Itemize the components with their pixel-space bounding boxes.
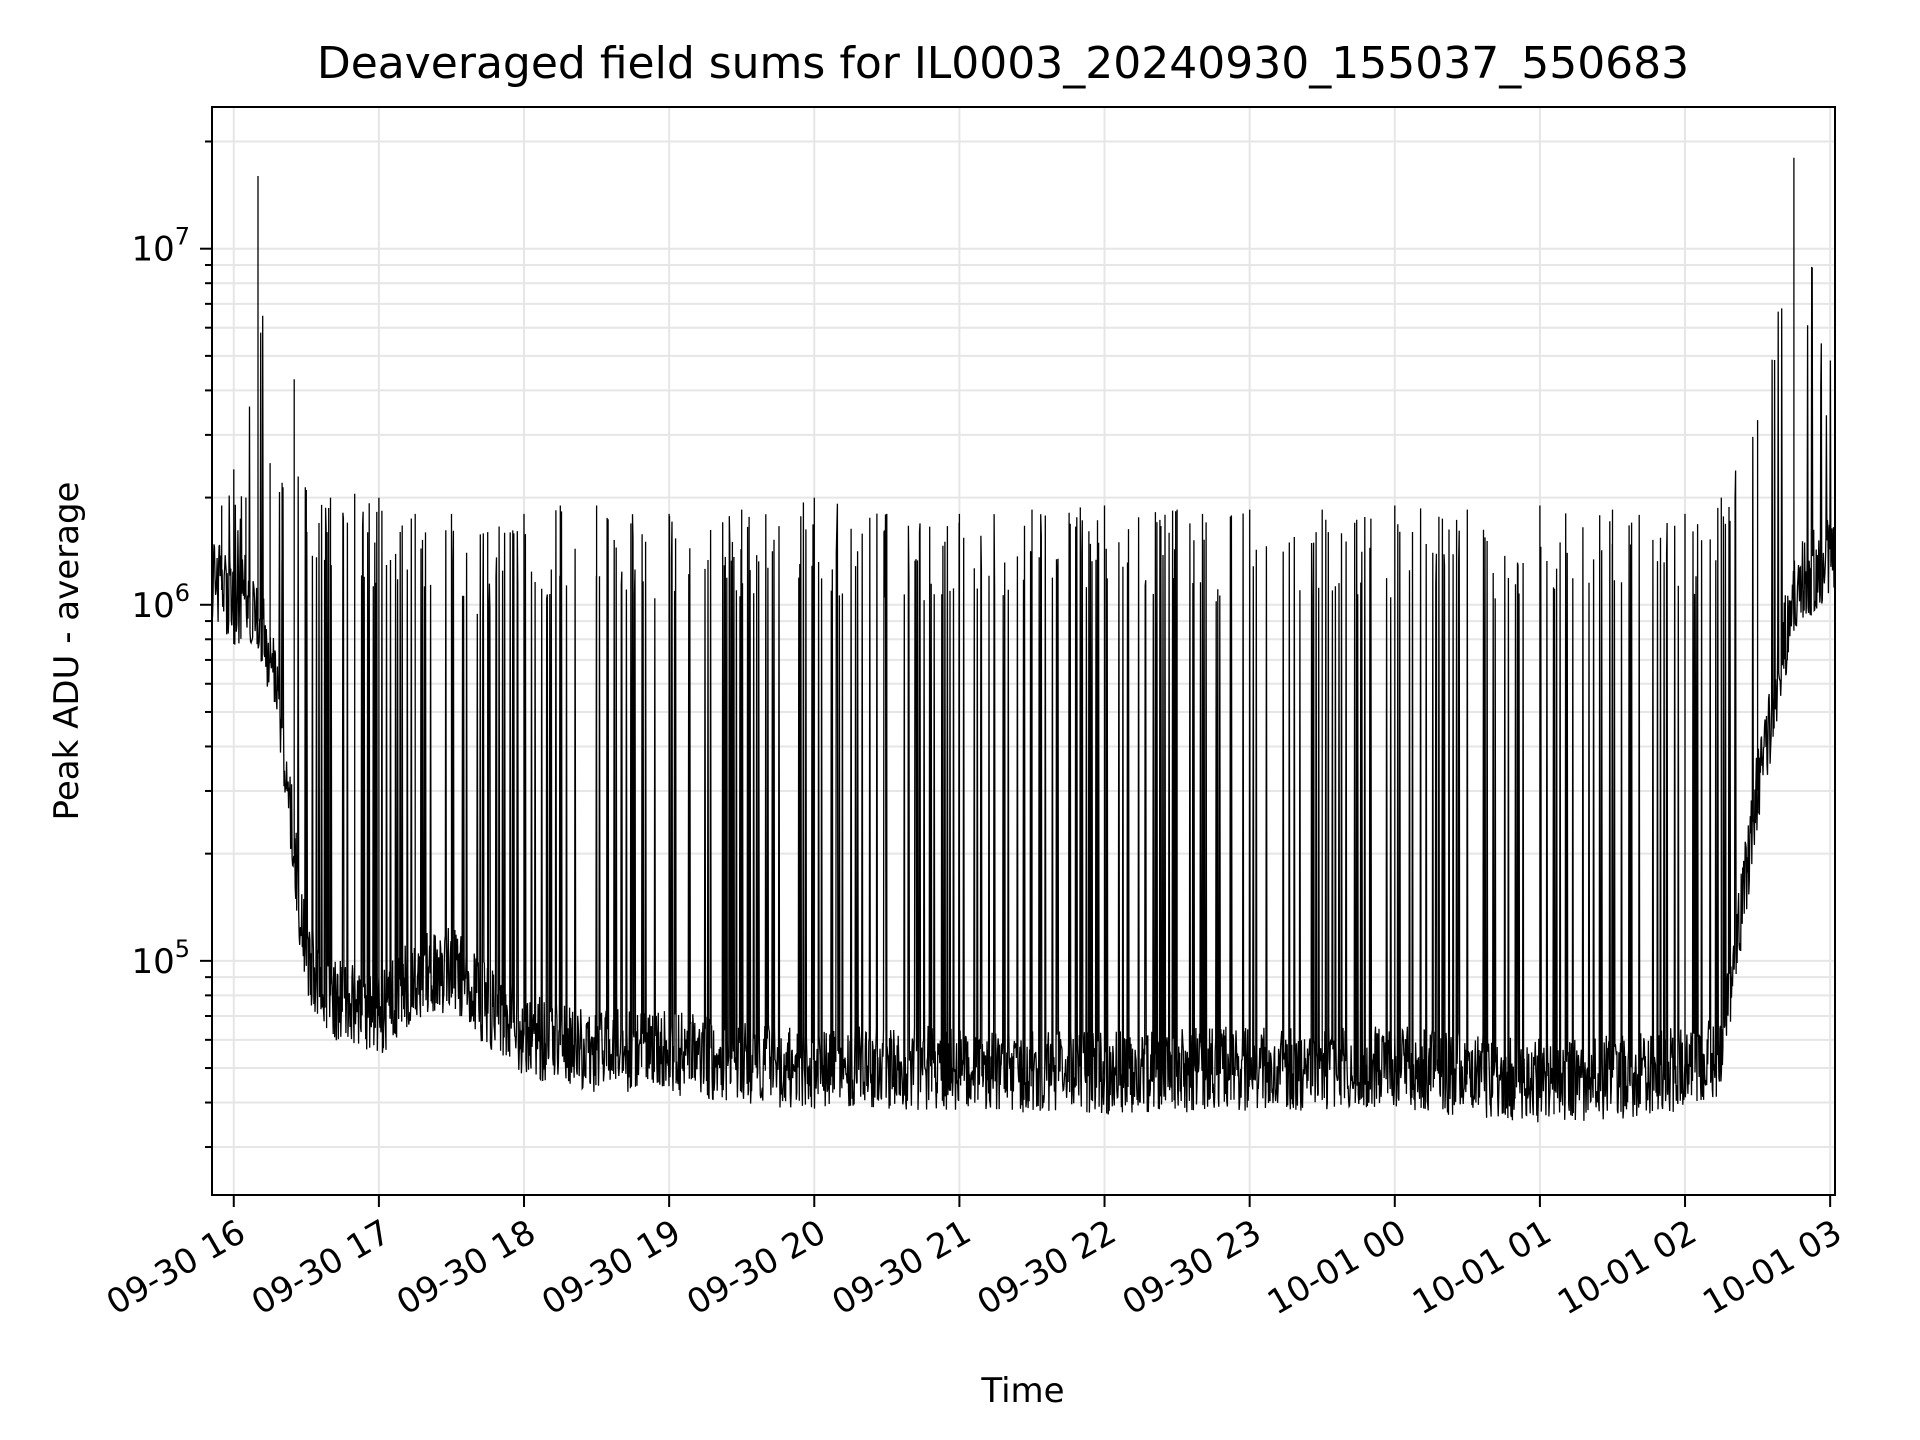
- y-tick-label: 105: [131, 935, 190, 982]
- series-trace: [212, 157, 1835, 1123]
- x-axis-label: Time: [980, 1371, 1064, 1411]
- plot-frame: [211, 106, 1836, 1196]
- y-axis: 105 106 107: [131, 140, 212, 1149]
- y-tick-label: 106: [131, 579, 190, 626]
- y-axis-label: Peak ADU - average: [47, 482, 87, 821]
- chart-title: Deaveraged field sums for IL0003_2024093…: [317, 38, 1689, 89]
- series-line: [212, 157, 1835, 1123]
- y-tick-label: 107: [131, 223, 190, 270]
